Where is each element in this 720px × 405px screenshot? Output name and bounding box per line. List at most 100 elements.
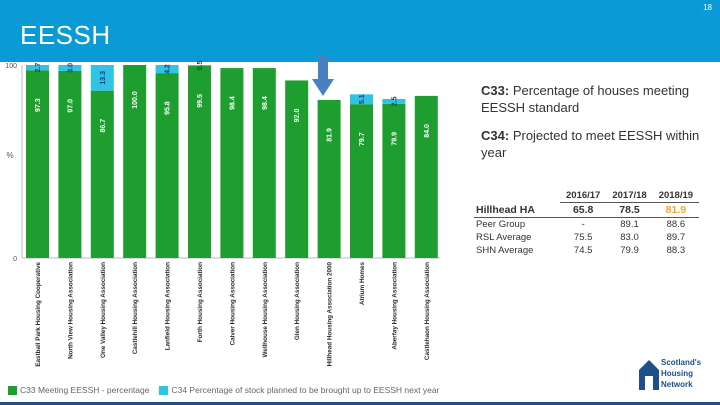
bar-c33 — [188, 65, 211, 258]
category-label: One Valley Housing Association — [100, 262, 107, 358]
data-label-c34: 0.5 — [197, 61, 204, 71]
data-label-c33: 100.0 — [132, 91, 139, 109]
category-label: Castlehill Housing Association — [132, 262, 139, 354]
eessh-bar-chart: 100 0% 2.7 97.3 Eastball Park Housing Cooper… — [5, 61, 440, 367]
bar-c33 — [285, 80, 309, 258]
y-tick-label: 100 — [5, 63, 17, 70]
category-label: Wellhouse Housing Association — [262, 262, 269, 358]
c34-description: C34: Projected to meet EESSH within year — [481, 127, 706, 161]
data-label-c33: 79.9 — [391, 132, 398, 146]
bar-c33 — [155, 73, 179, 258]
data-label-c34: 3.0 — [67, 63, 74, 73]
bar-c34 — [350, 94, 373, 105]
bar-c34 — [90, 65, 114, 91]
legend-swatch-c33 — [8, 385, 17, 395]
table-cell: 88.6 — [666, 219, 686, 230]
data-label-c33: 84.0 — [424, 124, 431, 138]
table-cell: - — [581, 219, 585, 230]
logo-line-3: Network — [661, 380, 693, 389]
table-cell: 78.5 — [606, 202, 653, 218]
bar-c33 — [26, 70, 49, 258]
data-label-c33: 86.7 — [100, 119, 107, 133]
table-cell: 75.5 — [573, 232, 593, 243]
category-label: Glen Housing Association — [294, 262, 301, 340]
data-label-c34: 2.5 — [391, 96, 398, 106]
table-row: Hillhead HA 65.8 78.5 81.9 — [474, 202, 700, 218]
data-label-c33: 95.8 — [165, 101, 172, 115]
table-cell: 89.1 — [620, 219, 639, 230]
table-cell: 65.8 — [560, 202, 607, 218]
highlight-arrow-icon — [312, 55, 334, 96]
bar-c34 — [58, 65, 82, 71]
row-label: Peer Group — [476, 219, 526, 230]
category-label: Forth Housing Association — [197, 262, 204, 342]
row-label: SHN Average — [476, 245, 534, 256]
c34-code: C34: — [481, 128, 510, 143]
legend-swatch-c34 — [159, 385, 169, 395]
data-label-c33: 81.9 — [327, 128, 334, 142]
network-logo: Scotland's Housing Network — [639, 352, 714, 398]
logo-line-2: Housing — [661, 369, 693, 378]
table-header: 2018/19 — [652, 189, 700, 203]
data-label-c33: 98.4 — [262, 96, 269, 110]
logo-line-1: Scotland's — [661, 358, 702, 367]
slide-header: EESSH 18 — [0, 0, 720, 62]
bar-c33 — [58, 70, 82, 258]
data-label-c33: 98.4 — [229, 96, 236, 110]
data-label-c33: 97.0 — [67, 99, 74, 113]
category-label: Aberfay Housing Association — [391, 262, 398, 350]
row-label: Hillhead HA — [474, 202, 560, 218]
bar-c33 — [252, 68, 276, 258]
data-label-c34: 5.1 — [359, 94, 366, 104]
data-label-c33: 79.7 — [359, 132, 366, 146]
c34-text: Projected to meet EESSH within year — [481, 128, 700, 160]
table-cell: 79.9 — [620, 245, 639, 256]
category-label: Lanfield Housing Association — [165, 262, 172, 350]
bar-c34 — [188, 65, 211, 66]
page-number: 18 — [703, 3, 712, 12]
footer-bar — [0, 402, 720, 405]
data-label-c34: 2.7 — [35, 63, 42, 73]
data-label-c33: 92.0 — [294, 109, 301, 123]
category-label: Hillhead Housing Association 2000 — [327, 262, 334, 367]
c33-text: Percentage of houses meeting EESSH stand… — [481, 83, 690, 115]
category-label: Castlehaon Housing Association — [424, 262, 431, 360]
data-label-c34: 4.2 — [165, 64, 172, 74]
table-cell: 83.0 — [620, 232, 639, 243]
table-cell: 81.9 — [652, 202, 700, 218]
table-header: 2016/17 — [560, 189, 607, 203]
bar-c33 — [90, 90, 114, 258]
slide-title: EESSH — [20, 20, 111, 50]
table-row: SHN Average 74.5 79.9 88.3 — [474, 244, 699, 257]
bar-c34 — [155, 65, 179, 74]
y-axis-label: % — [6, 151, 13, 160]
comparison-table: 2016/17 2017/18 2018/19 Hillhead HA 65.8… — [474, 189, 700, 257]
bar-c33 — [220, 68, 244, 258]
chart-legend: C33 Meeting EESSH - percentage C34 Perce… — [8, 385, 439, 395]
table-cell: 89.7 — [666, 232, 686, 243]
table-row: RSL Average 75.5 83.0 89.7 — [474, 231, 699, 244]
bar-c33 — [317, 99, 341, 258]
table-row: Peer Group - 89.1 88.6 — [474, 218, 699, 232]
house-logo-icon — [639, 360, 659, 390]
data-label-c34: 13.3 — [100, 71, 107, 85]
bar-c33 — [382, 103, 406, 258]
category-label: Atrium Homes — [359, 262, 366, 306]
legend-label-c34: C34 Percentage of stock planned to be br… — [171, 385, 440, 395]
bar-c34 — [26, 65, 49, 71]
bar-c33 — [414, 95, 438, 258]
data-label-c33: 97.3 — [35, 98, 42, 112]
row-label: RSL Average — [476, 232, 532, 243]
table-cell: 74.5 — [573, 245, 593, 256]
c33-code: C33: — [481, 83, 510, 98]
c33-description: C33: Percentage of houses meeting EESSH … — [481, 82, 706, 116]
table-header: 2017/18 — [606, 189, 653, 203]
y-tick-label: 0 — [13, 256, 17, 263]
category-label: Eastball Park Housing Cooperative — [35, 262, 42, 367]
category-label: North View Housing Association — [67, 262, 74, 359]
table-cell: 88.3 — [666, 245, 686, 256]
bar-c33 — [350, 104, 373, 258]
data-label-c33: 99.5 — [197, 94, 204, 108]
table-corner — [474, 189, 560, 203]
category-label: Calver Housing Association — [229, 262, 236, 346]
